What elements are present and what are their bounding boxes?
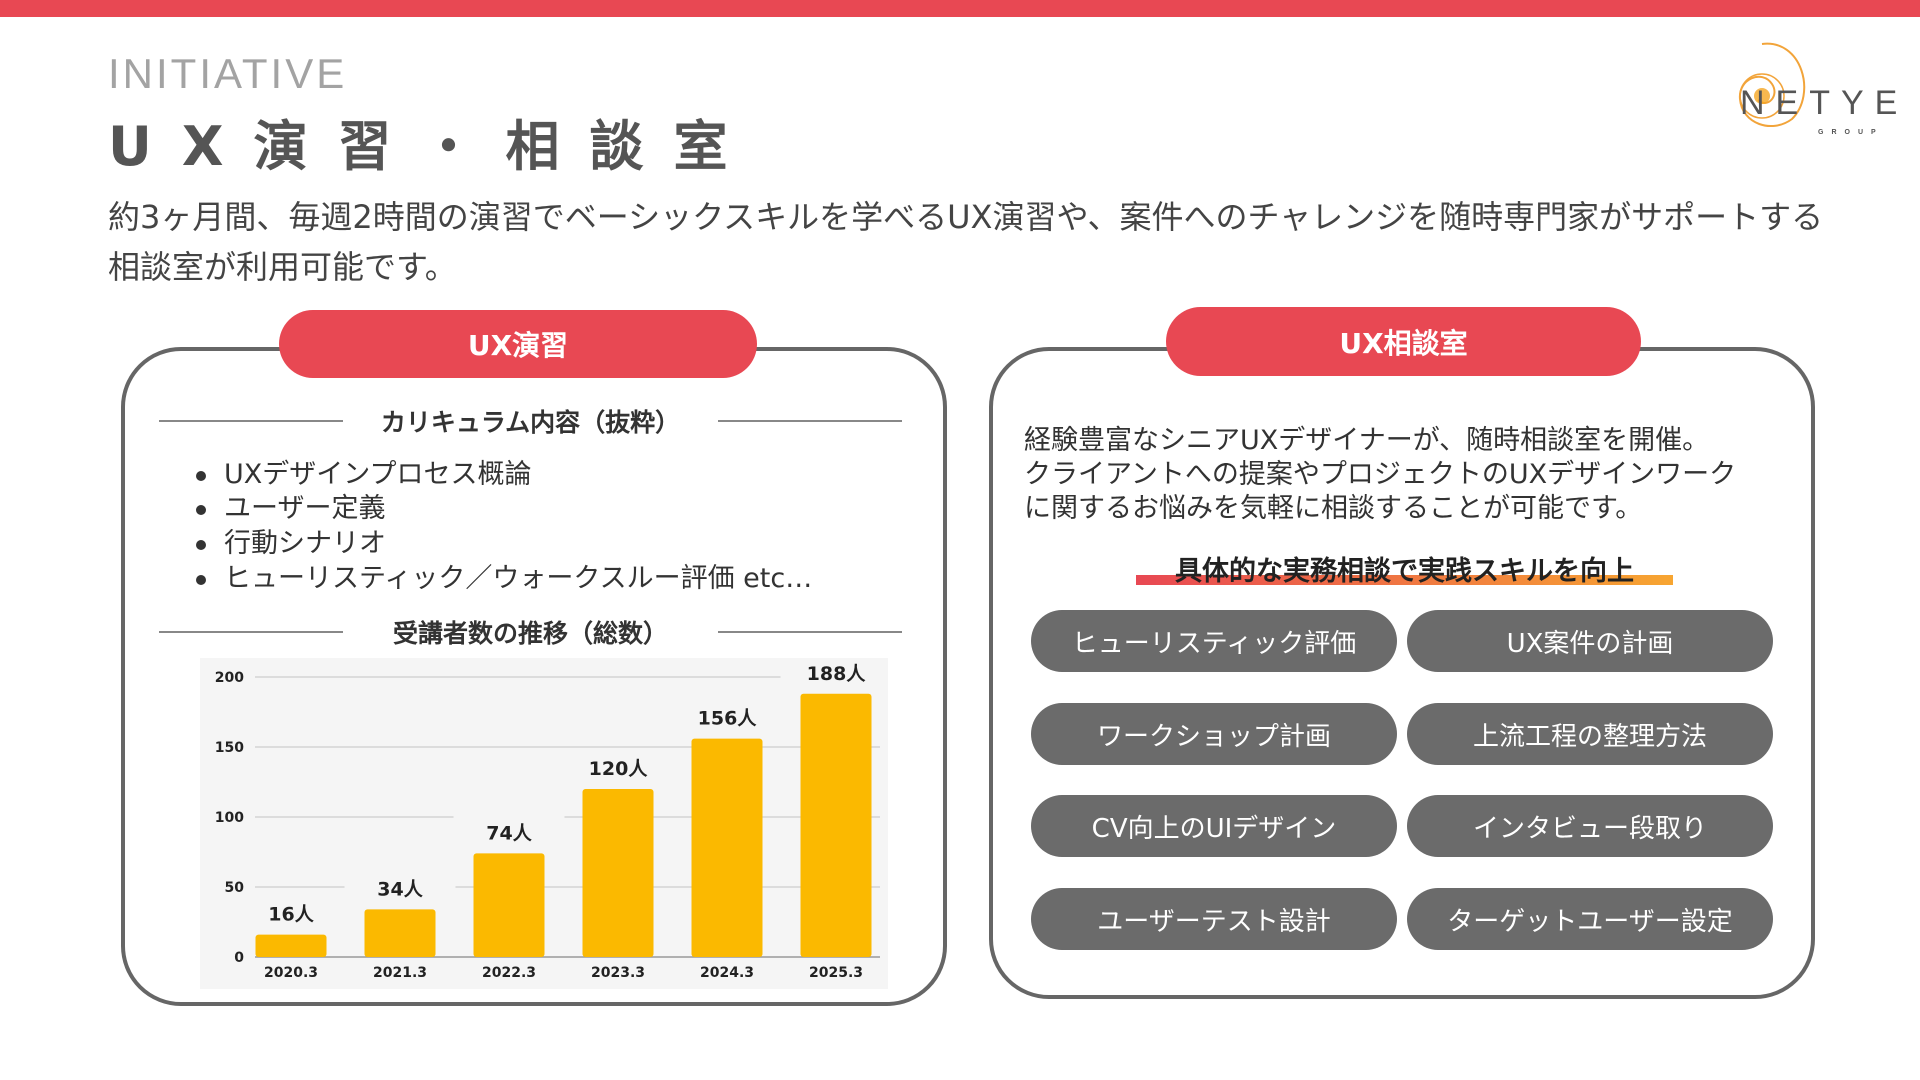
x-tick-label: 2022.3 <box>482 965 536 981</box>
list-item: ユーザー定義 <box>196 486 385 525</box>
netyear-logo: NETYEAR GROUP <box>1722 34 1920 139</box>
bar-2020.3 <box>255 934 327 957</box>
topic-tag: ワークショップ計画 <box>1031 703 1397 765</box>
eyebrow: INITIATIVE <box>108 50 348 97</box>
bar-2021.3 <box>364 909 436 957</box>
description-line: クライアントへの提案やプロジェクトのUXデザインワーク <box>1024 459 1737 490</box>
data-label: 34人 <box>377 878 423 900</box>
highlight-underline <box>1136 575 1673 585</box>
y-tick-label: 50 <box>225 880 245 896</box>
bar-2023.3 <box>582 789 654 957</box>
data-label: 16人 <box>268 904 314 926</box>
divider <box>159 631 343 633</box>
topic-tag: 上流工程の整理方法 <box>1407 703 1773 765</box>
nautilus-icon: NETYEAR GROUP <box>1738 42 1920 136</box>
y-tick-label: 100 <box>215 810 244 826</box>
list-item: ヒューリスティック／ウォークスルー評価 etc… <box>196 556 812 595</box>
y-tick-label: 150 <box>215 740 244 756</box>
curriculum-heading: カリキュラム内容（抜粋） <box>380 408 681 437</box>
x-tick-label: 2021.3 <box>373 965 427 981</box>
label-bg <box>453 813 565 844</box>
highlight-text: 具体的な実務相談で実践スキルを向上 <box>1175 556 1634 587</box>
topic-tag: UX案件の計画 <box>1407 610 1773 672</box>
bar-2022.3 <box>473 853 545 957</box>
chart-heading: 受講者数の推移（総数） <box>392 619 668 648</box>
bar-2024.3 <box>691 738 763 957</box>
topic-tag: CV向上のUIデザイン <box>1031 795 1397 857</box>
topic-tag: ユーザーテスト設計 <box>1031 888 1397 950</box>
data-label: 156人 <box>698 708 758 730</box>
page-title: UX演習・相談室 <box>108 115 758 178</box>
description-line: に関するお悩みを気軽に相談することが可能です。 <box>1024 493 1643 524</box>
list-item: UXデザインプロセス概論 <box>196 452 531 491</box>
logo-text: NETYEAR <box>1740 84 1902 122</box>
lead-text: 約3ヶ月間、毎週2時間の演習でベーシックスキルを学べるUX演習や、案件へのチャレ… <box>108 198 1824 286</box>
x-tick-label: 2023.3 <box>591 965 645 981</box>
label-bg <box>344 869 456 900</box>
x-tick-label: 2024.3 <box>700 965 754 981</box>
label-bg <box>235 894 347 925</box>
topic-tag: ターゲットユーザー設定 <box>1407 888 1773 950</box>
bar-2025.3 <box>800 693 872 957</box>
label-bg <box>780 658 888 684</box>
top-accent-bar <box>0 0 1920 17</box>
x-tick-label: 2020.3 <box>264 965 318 981</box>
description-line: 経験豊富なシニアUXデザイナーが、随時相談室を開催。 <box>1024 425 1710 456</box>
enrollment-bar-chart: 0 50 100 150 200 16人 2020.3 34人 2021.3 74人 2022.3 1… <box>200 658 888 989</box>
data-label: 120人 <box>589 758 649 780</box>
topic-tag: ヒューリスティック評価 <box>1031 610 1397 672</box>
list-item: 行動シナリオ <box>196 521 386 560</box>
label-bg <box>671 698 783 729</box>
topic-tag: インタビュー段取り <box>1407 795 1773 857</box>
svg-text:GROUP: GROUP <box>1818 129 1884 136</box>
data-label: 188人 <box>807 663 867 685</box>
y-tick-label: 200 <box>215 670 244 686</box>
x-tick-label: 2025.3 <box>809 965 863 981</box>
divider <box>718 631 902 633</box>
y-tick-label: 0 <box>234 950 244 966</box>
label-bg <box>562 749 674 779</box>
divider <box>718 420 902 422</box>
ux-consult-label: UX相談室 <box>1166 307 1641 376</box>
divider <box>159 420 343 422</box>
ux-practice-label: UX演習 <box>279 310 757 378</box>
data-label: 74人 <box>486 822 532 844</box>
